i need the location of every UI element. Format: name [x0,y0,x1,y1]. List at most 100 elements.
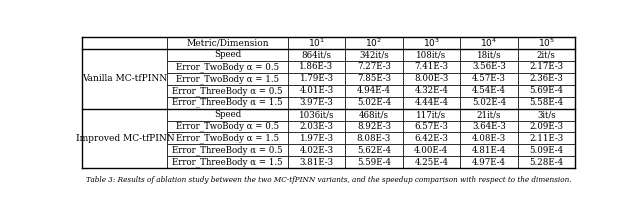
Bar [288,156,345,168]
Text: 4.44E-4: 4.44E-4 [414,98,449,107]
Text: 468it/s: 468it/s [359,110,389,119]
Text: 8.92E-3: 8.92E-3 [357,122,391,131]
Bar [460,121,518,132]
Bar [460,73,518,85]
Text: 5.09E-4: 5.09E-4 [529,146,563,155]
Bar [345,49,403,61]
Bar [345,132,403,144]
Bar [403,109,460,121]
Text: 2.36E-3: 2.36E-3 [529,74,563,83]
Bar [167,132,288,144]
Bar [460,49,518,61]
Text: 1.86E-3: 1.86E-3 [300,62,333,71]
Text: 3.56E-3: 3.56E-3 [472,62,506,71]
Bar [403,73,460,85]
Bar [288,109,345,121]
Text: 2.11E-3: 2.11E-3 [529,134,563,143]
Text: 2.03E-3: 2.03E-3 [300,122,333,131]
Text: 1.79E-3: 1.79E-3 [300,74,333,83]
Text: Error⁠_⁠ThreeBody α = 1.5: Error⁠_⁠ThreeBody α = 1.5 [172,98,283,108]
Text: Metric/Dimension: Metric/Dimension [186,39,269,47]
Text: 5.28E-4: 5.28E-4 [529,158,563,167]
Bar [167,73,288,85]
Text: Error⁠_⁠TwoBody α = 1.5: Error⁠_⁠TwoBody α = 1.5 [176,134,279,143]
Bar [167,85,288,97]
Text: 3.81E-3: 3.81E-3 [300,158,333,167]
Bar [288,49,345,61]
Text: 4.25E-4: 4.25E-4 [414,158,449,167]
Bar [518,156,575,168]
Bar [403,144,460,156]
Bar [288,132,345,144]
Bar [403,49,460,61]
Text: 4.00E-4: 4.00E-4 [414,146,449,155]
Bar [167,144,288,156]
Text: 6.42E-3: 6.42E-3 [415,134,448,143]
Bar [403,132,460,144]
Bar [83,49,167,109]
Text: 6.57E-3: 6.57E-3 [415,122,448,131]
Bar [460,144,518,156]
Text: 3.64E-3: 3.64E-3 [472,122,506,131]
Text: 5.02E-4: 5.02E-4 [472,98,506,107]
Text: 4.57E-3: 4.57E-3 [472,74,506,83]
Bar [345,156,403,168]
Text: Speed: Speed [214,110,241,119]
Text: $10^{3}$: $10^{3}$ [423,37,440,49]
Bar [518,144,575,156]
Text: 2.09E-3: 2.09E-3 [529,122,563,131]
Text: Error⁠_⁠TwoBody α = 0.5: Error⁠_⁠TwoBody α = 0.5 [176,62,279,72]
Bar [518,121,575,132]
Bar [518,109,575,121]
Text: $10^{2}$: $10^{2}$ [365,37,382,49]
Bar [403,85,460,97]
Text: 4.02E-3: 4.02E-3 [300,146,333,155]
Bar [345,73,403,85]
Text: $10^{5}$: $10^{5}$ [538,37,555,49]
Bar [518,61,575,73]
Bar [460,97,518,109]
Bar [167,37,288,49]
Text: 4.01E-3: 4.01E-3 [300,86,333,95]
Bar [288,61,345,73]
Bar [288,97,345,109]
Text: 4.08E-3: 4.08E-3 [472,134,506,143]
Text: 2.17E-3: 2.17E-3 [529,62,563,71]
Text: 4.32E-4: 4.32E-4 [415,86,448,95]
Text: Improved MC-tfPINN: Improved MC-tfPINN [76,134,174,143]
Bar [345,97,403,109]
Bar [288,73,345,85]
Bar [345,37,403,49]
Bar [288,85,345,97]
Text: 4.54E-4: 4.54E-4 [472,86,506,95]
Text: Error⁠_⁠ThreeBody α = 1.5: Error⁠_⁠ThreeBody α = 1.5 [172,157,283,167]
Text: 7.85E-3: 7.85E-3 [357,74,391,83]
Bar [403,156,460,168]
Text: 342it/s: 342it/s [359,50,388,59]
Text: Error⁠_⁠TwoBody α = 1.5: Error⁠_⁠TwoBody α = 1.5 [176,74,279,84]
Text: 5.62E-4: 5.62E-4 [357,146,391,155]
Bar [167,97,288,109]
Bar [345,61,403,73]
Text: $10^{1}$: $10^{1}$ [308,37,325,49]
Bar [518,97,575,109]
Bar [460,85,518,97]
Text: 108it/s: 108it/s [416,50,447,59]
Bar [403,61,460,73]
Text: 5.02E-4: 5.02E-4 [357,98,391,107]
Text: 4.94E-4: 4.94E-4 [357,86,391,95]
Text: 3.97E-3: 3.97E-3 [300,98,333,107]
Bar [167,109,288,121]
Bar [460,132,518,144]
Text: 8.08E-3: 8.08E-3 [356,134,391,143]
Bar [460,109,518,121]
Bar [345,144,403,156]
Bar [83,109,167,168]
Bar [167,156,288,168]
Text: 5.59E-4: 5.59E-4 [357,158,391,167]
Text: 18it/s: 18it/s [477,50,501,59]
Bar [167,61,288,73]
Bar [167,121,288,132]
Bar [83,37,167,49]
Bar [518,49,575,61]
